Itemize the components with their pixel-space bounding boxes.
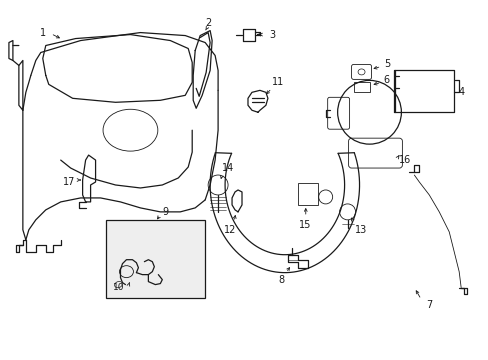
Text: 15: 15 bbox=[298, 220, 310, 230]
Text: 5: 5 bbox=[384, 59, 390, 69]
Bar bbox=[105, 220, 205, 298]
Text: 12: 12 bbox=[224, 225, 236, 235]
Text: 3: 3 bbox=[268, 30, 274, 40]
Text: 13: 13 bbox=[355, 225, 367, 235]
Text: 4: 4 bbox=[457, 87, 463, 97]
Text: 10: 10 bbox=[113, 283, 124, 292]
Text: 7: 7 bbox=[425, 300, 431, 310]
Bar bbox=[297, 183, 317, 205]
Text: 16: 16 bbox=[398, 155, 411, 165]
Text: 6: 6 bbox=[383, 75, 389, 85]
Text: 8: 8 bbox=[278, 275, 285, 285]
Text: 11: 11 bbox=[271, 77, 284, 87]
Text: 9: 9 bbox=[162, 207, 168, 217]
Text: 17: 17 bbox=[62, 177, 75, 187]
Text: 1: 1 bbox=[40, 28, 46, 37]
Bar bbox=[353, 82, 369, 92]
Text: 14: 14 bbox=[222, 163, 234, 173]
Text: 2: 2 bbox=[204, 18, 211, 28]
